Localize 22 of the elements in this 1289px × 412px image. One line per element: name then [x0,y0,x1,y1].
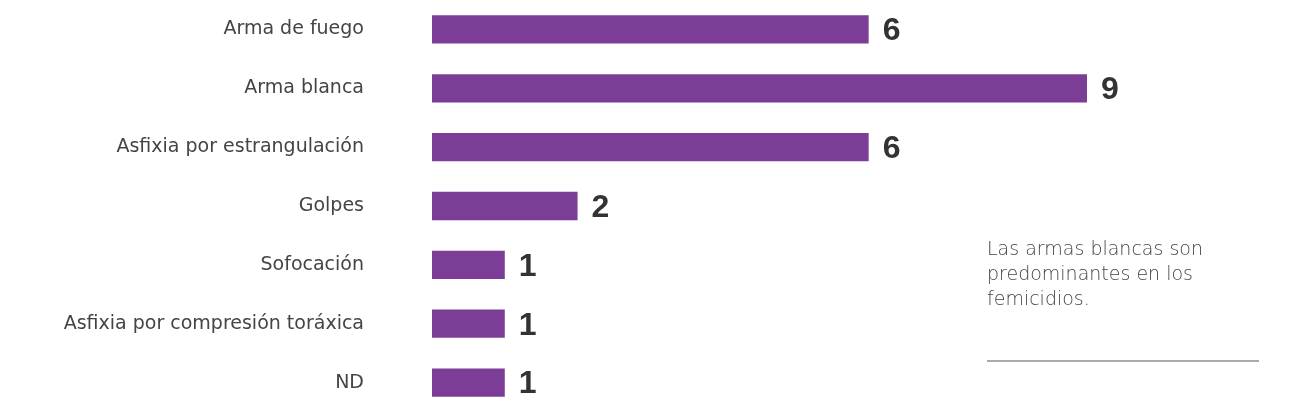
y-tick-label: Arma blanca [244,75,364,98]
data-label: 9 [1101,70,1119,107]
bar [432,74,1087,103]
y-tick-label: Sofocación [260,251,364,274]
data-label: 1 [518,246,537,283]
y-tick-label: Asfixia por compresión toráxica [63,310,364,333]
y-tick-label: Asfixia por estrangulación [116,134,364,157]
data-label: 1 [518,305,537,342]
data-label: 6 [882,128,901,165]
bar [432,368,505,397]
bar [432,133,869,162]
bar [432,191,578,221]
bar [432,15,869,44]
data-label: 1 [518,364,537,401]
data-label: 6 [882,11,901,48]
y-tick-label: Arma de fuego [223,16,364,39]
bar [432,250,505,279]
bar [432,309,505,338]
data-label: 2 [591,187,610,224]
y-tick-label: Golpes [298,192,364,215]
y-tick-label: ND [335,369,364,392]
annotation: Las armas blancas son predominantes en los femicidios. [987,236,1204,311]
